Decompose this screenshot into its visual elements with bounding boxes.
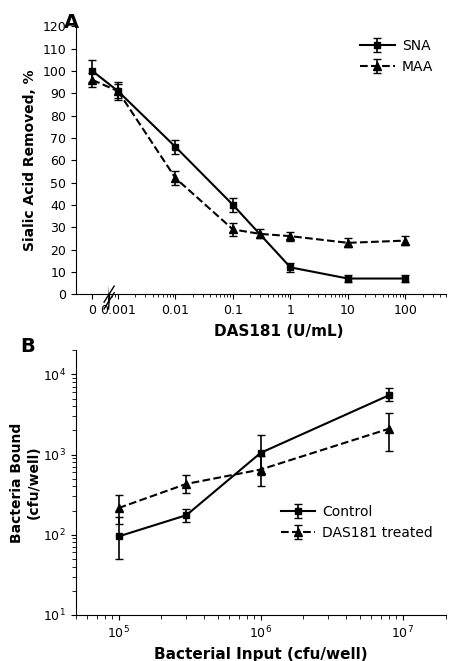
Legend: SNA, MAA: SNA, MAA bbox=[355, 34, 438, 79]
Text: DAS181 (U/mL): DAS181 (U/mL) bbox=[214, 324, 344, 339]
Y-axis label: Bacteria Bound
(cfu/well): Bacteria Bound (cfu/well) bbox=[10, 422, 40, 543]
Text: B: B bbox=[20, 337, 35, 356]
Legend: Control, DAS181 treated: Control, DAS181 treated bbox=[275, 499, 438, 545]
X-axis label: Bacterial Input (cfu/well): Bacterial Input (cfu/well) bbox=[154, 646, 367, 661]
Y-axis label: Sialic Acid Removed, %: Sialic Acid Removed, % bbox=[23, 69, 36, 251]
Text: A: A bbox=[64, 13, 79, 32]
